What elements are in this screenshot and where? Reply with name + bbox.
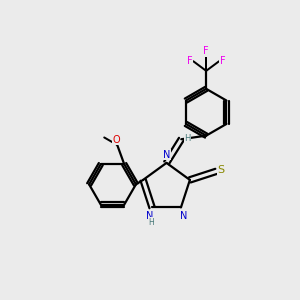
Text: O: O [113,135,120,145]
Text: S: S [218,166,224,176]
Text: F: F [220,56,226,66]
Text: F: F [203,46,209,56]
Text: F: F [187,56,192,66]
Text: N: N [146,212,153,221]
Text: H: H [148,218,154,227]
Text: H: H [184,134,190,143]
Text: N: N [163,149,170,160]
Text: N: N [180,212,188,221]
